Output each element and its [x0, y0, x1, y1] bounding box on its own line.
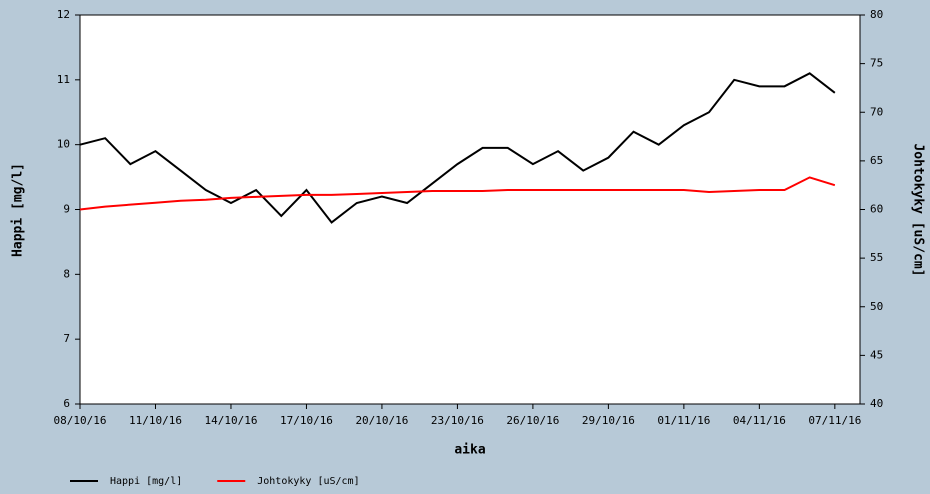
- x-tick-label: 11/10/16: [129, 414, 182, 427]
- x-tick-label: 14/10/16: [204, 414, 257, 427]
- y-tick-label: 9: [63, 203, 70, 216]
- x-tick-label: 08/10/16: [54, 414, 107, 427]
- plot-area: [79, 14, 861, 405]
- y2-tick-label: 75: [870, 57, 883, 70]
- series-line: [79, 176, 836, 211]
- y-tick-label: 11: [57, 73, 70, 86]
- x-tick-label: 29/10/16: [582, 414, 635, 427]
- y-tick-label: 8: [63, 267, 70, 280]
- y2-tick-label: 80: [870, 8, 883, 21]
- legend-label: Johtokyky [uS/cm]: [257, 476, 359, 487]
- series-line: [79, 72, 836, 224]
- x-axis-label: aika: [454, 443, 485, 458]
- x-tick-label: 23/10/16: [431, 414, 484, 427]
- y2-tick-label: 60: [870, 203, 883, 216]
- y2-tick-label: 45: [870, 348, 883, 361]
- x-tick-label: 01/11/16: [657, 414, 710, 427]
- y2-tick-label: 55: [870, 251, 883, 264]
- y-axis-label: Happi [mg/l]: [11, 163, 26, 257]
- y2-tick-label: 70: [870, 105, 883, 118]
- x-tick-label: 04/11/16: [733, 414, 786, 427]
- x-tick-label: 26/10/16: [506, 414, 559, 427]
- legend-label: Happi [mg/l]: [110, 476, 182, 487]
- y-tick-label: 10: [57, 138, 70, 151]
- y2-tick-label: 65: [870, 154, 883, 167]
- x-tick-label: 17/10/16: [280, 414, 333, 427]
- x-tick-label: 07/11/16: [808, 414, 861, 427]
- y-tick-label: 12: [57, 8, 70, 21]
- y2-axis-label: Johtokyky [uS/cm]: [911, 143, 926, 276]
- y2-tick-label: 40: [870, 397, 883, 410]
- y2-tick-label: 50: [870, 300, 883, 313]
- y-tick-label: 6: [63, 397, 70, 410]
- x-tick-label: 20/10/16: [355, 414, 408, 427]
- y-tick-label: 7: [63, 332, 70, 345]
